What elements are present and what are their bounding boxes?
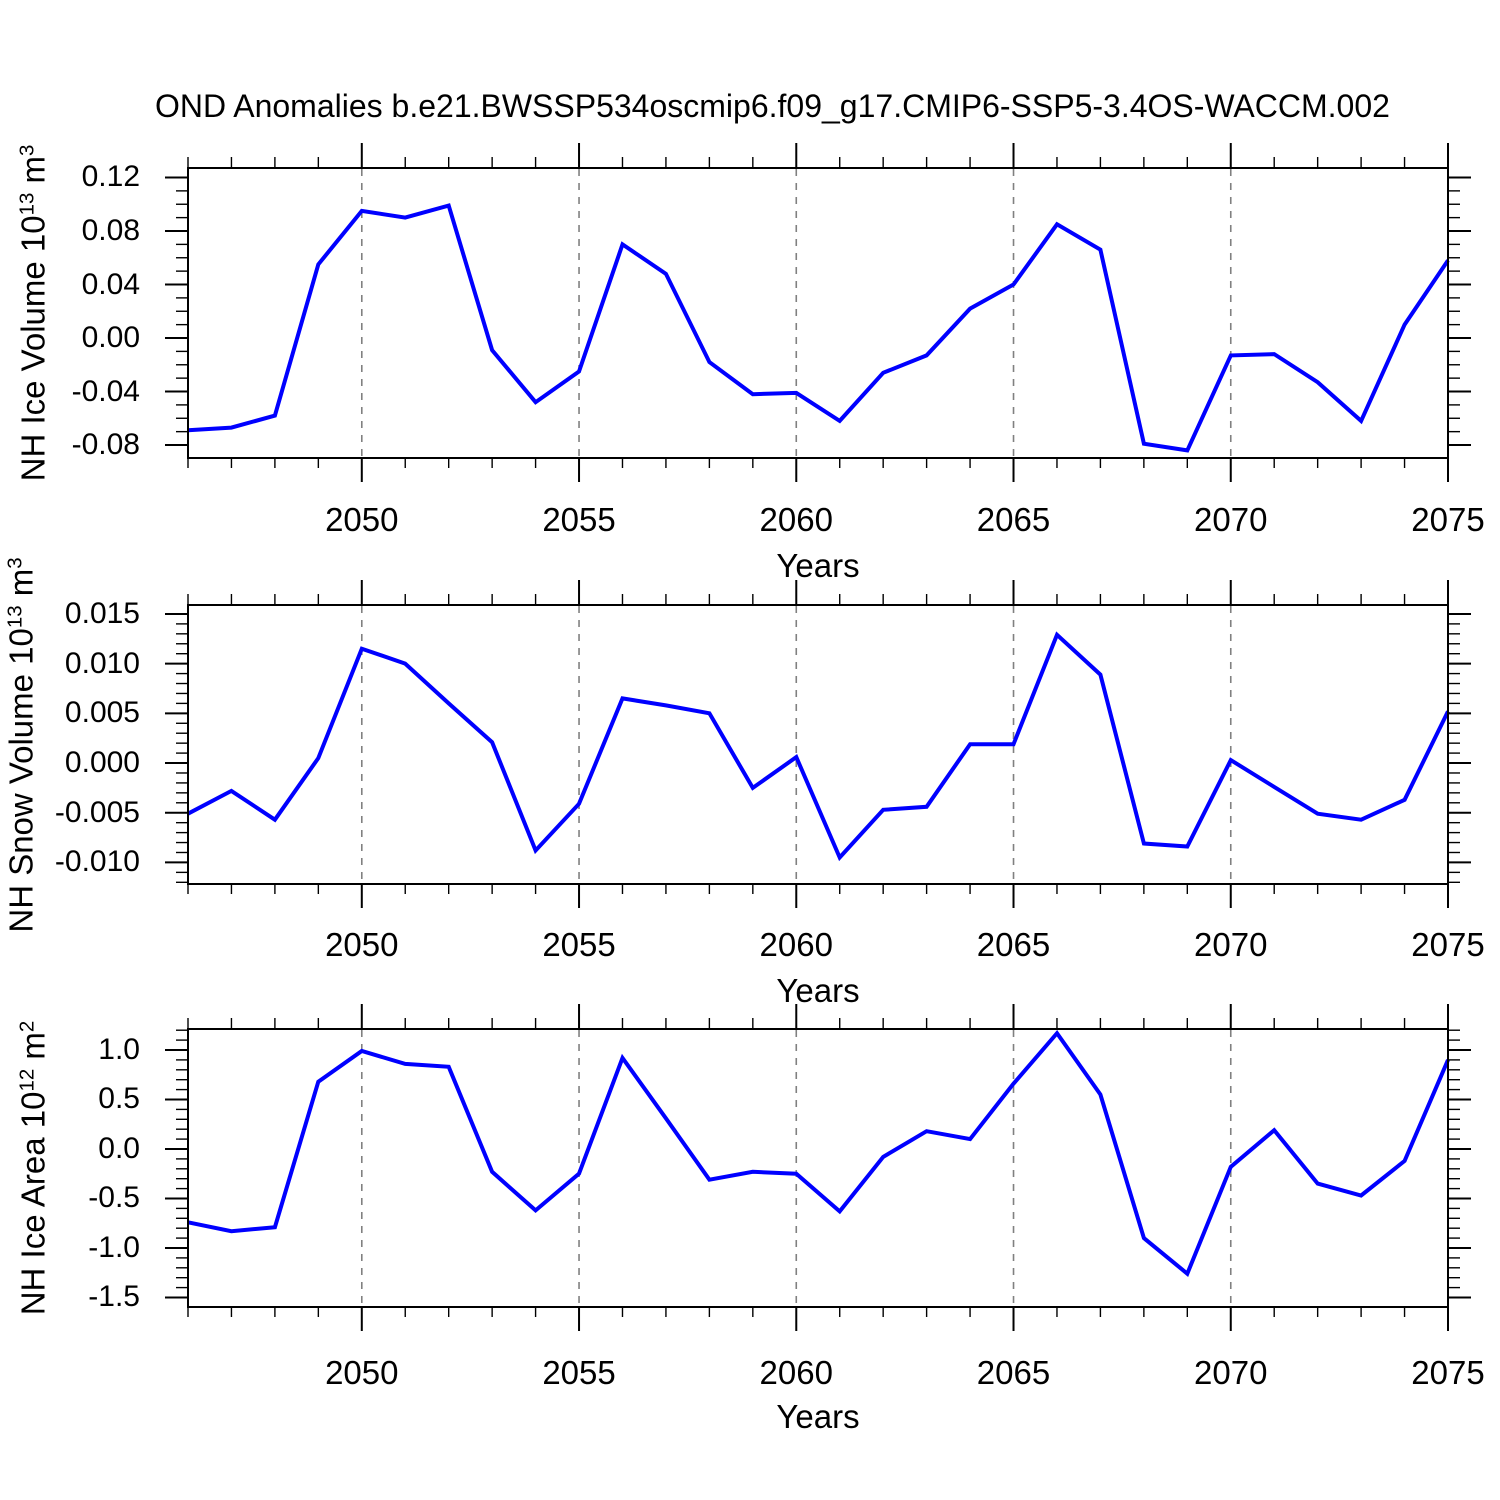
x-tick-label-nh-ice-area: 2070 xyxy=(1194,1354,1268,1391)
y-axis-title-text: m xyxy=(2,568,40,605)
y-axis-title-exponent: 13 xyxy=(3,604,27,628)
x-tick-label-nh-ice-area: 2050 xyxy=(325,1354,399,1391)
y-tick-label-nh-ice-area: -1.5 xyxy=(88,1280,140,1314)
y-axis-title-exponent: 2 xyxy=(15,1020,39,1033)
y-tick-label-nh-snow-volume: 0.005 xyxy=(64,696,140,730)
y-axis-title-exponent: 13 xyxy=(15,192,39,216)
x-tick-label-nh-ice-area: 2075 xyxy=(1411,1354,1485,1391)
y-axis-title-exponent: 3 xyxy=(3,556,27,569)
x-tick-label-nh-ice-volume: 2050 xyxy=(325,501,399,538)
x-tick-label-nh-ice-area: 2060 xyxy=(759,1354,833,1391)
y-axis-title-exponent: 3 xyxy=(15,144,39,156)
plot-border xyxy=(187,1028,1449,1308)
y-axis-title-text: NH Ice Area 10 xyxy=(14,1091,52,1316)
plot-border xyxy=(187,604,1449,885)
y-tick-label-nh-snow-volume: -0.005 xyxy=(54,795,140,829)
y-axis-title-nh-ice-volume: NH Ice Volume 1013 m3 xyxy=(14,144,56,482)
y-tick-label-nh-ice-area: 1.0 xyxy=(98,1032,140,1066)
x-tick-label-nh-ice-area: 2055 xyxy=(542,1354,616,1391)
y-axis-title-text: m xyxy=(14,156,52,193)
chart-title: OND Anomalies b.e21.BWSSP534oscmip6.f09_… xyxy=(155,88,1390,124)
series-line-nh-snow-volume xyxy=(187,631,1450,862)
series-line-nh-ice-volume xyxy=(187,203,1450,453)
x-tick-label-nh-snow-volume: 2060 xyxy=(759,926,833,963)
y-tick-label-nh-ice-volume: 0.12 xyxy=(81,160,140,194)
y-tick-label-nh-snow-volume: 0.015 xyxy=(64,596,140,630)
y-tick-label-nh-ice-area: -0.5 xyxy=(88,1181,140,1215)
x-tick-label-nh-snow-volume: 2050 xyxy=(325,926,399,963)
y-tick-label-nh-ice-volume: 0.04 xyxy=(81,267,140,301)
y-tick-label-nh-ice-volume: -0.08 xyxy=(71,428,140,462)
x-tick-label-nh-snow-volume: 2070 xyxy=(1194,926,1268,963)
x-tick-label-nh-snow-volume: 2075 xyxy=(1411,926,1485,963)
y-tick-label-nh-ice-area: -1.0 xyxy=(88,1230,140,1264)
panel-nh-snow-volume xyxy=(165,580,1471,908)
y-axis-title-text: m xyxy=(14,1032,52,1069)
x-axis-title-nh-ice-area: Years xyxy=(776,1398,860,1435)
x-tick-label-nh-ice-volume: 2075 xyxy=(1411,501,1485,538)
y-axis-title-text: NH Snow Volume 10 xyxy=(2,627,40,933)
y-tick-label-nh-ice-volume: -0.04 xyxy=(71,374,140,408)
x-tick-label-nh-ice-volume: 2065 xyxy=(976,501,1051,538)
y-axis-title-nh-snow-volume: NH Snow Volume 1013 m3 xyxy=(2,556,44,933)
y-tick-label-nh-snow-volume: 0.010 xyxy=(64,646,140,680)
y-tick-label-nh-snow-volume: 0.000 xyxy=(64,746,140,780)
y-axis-title-nh-ice-area: NH Ice Area 1012 m2 xyxy=(14,1020,56,1316)
series-line-nh-ice-area xyxy=(187,1029,1450,1277)
x-tick-label-nh-snow-volume: 2055 xyxy=(542,926,616,963)
panel-nh-ice-volume xyxy=(165,143,1471,482)
x-tick-label-nh-snow-volume: 2065 xyxy=(976,926,1051,963)
y-tick-label-nh-ice-area: 0.0 xyxy=(98,1131,140,1165)
x-tick-label-nh-ice-volume: 2060 xyxy=(759,501,833,538)
y-tick-label-nh-ice-area: 0.5 xyxy=(98,1082,140,1116)
plot-border xyxy=(187,167,1449,459)
x-axis-title-nh-snow-volume: Years xyxy=(776,972,860,1009)
y-tick-label-nh-ice-volume: 0.00 xyxy=(81,321,140,354)
panel-nh-ice-area xyxy=(165,1004,1471,1331)
x-tick-label-nh-ice-volume: 2070 xyxy=(1194,501,1268,538)
x-axis-title-nh-ice-volume: Years xyxy=(776,547,860,584)
x-tick-label-nh-ice-volume: 2055 xyxy=(542,501,616,538)
y-tick-label-nh-ice-volume: 0.08 xyxy=(81,214,140,247)
y-axis-title-text: NH Ice Volume 10 xyxy=(14,215,52,482)
x-tick-label-nh-ice-area: 2065 xyxy=(976,1354,1051,1391)
y-axis-title-exponent: 12 xyxy=(15,1068,39,1092)
y-tick-label-nh-snow-volume: -0.010 xyxy=(54,845,140,879)
